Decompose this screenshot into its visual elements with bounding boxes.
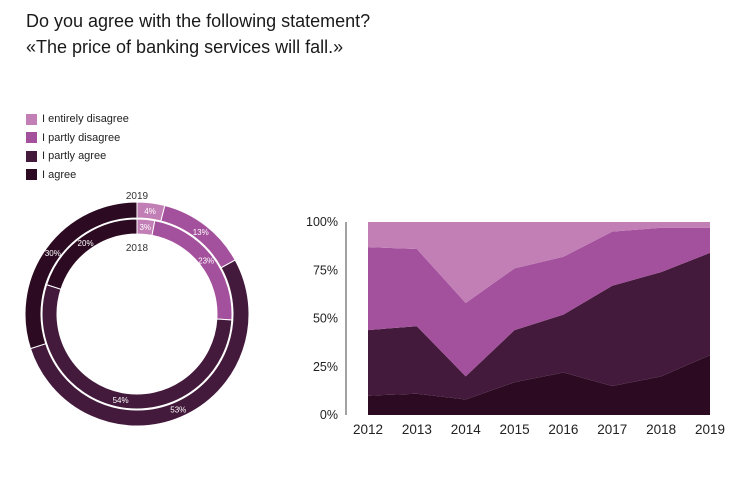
- chart-title: Do you agree with the following statemen…: [26, 8, 370, 60]
- x-tick-label-1: 2013: [402, 422, 432, 437]
- x-tick-label-4: 2016: [548, 422, 578, 437]
- donut-label-2018-2: 54%: [113, 396, 129, 405]
- y-tick-label-4: 100%: [306, 215, 338, 229]
- donut-label-2019-0: 4%: [144, 207, 156, 216]
- legend-label: I agree: [42, 168, 77, 181]
- donut-label-2018-0: 3%: [139, 223, 151, 232]
- legend: I entirely disagree I partly disagree I …: [26, 110, 129, 184]
- legend-swatch: [26, 113, 37, 125]
- legend-label: I entirely disagree: [42, 113, 129, 126]
- area-series-1: [368, 252, 710, 400]
- donut-chart: 4% 13% 53% 30% 3% 23% 54% 20% 2019 2018: [24, 191, 250, 427]
- x-tick-label-5: 2017: [597, 422, 627, 437]
- donut-label-2019-3: 30%: [45, 249, 61, 258]
- donut-label-2019-2: 53%: [170, 405, 186, 414]
- donut-ring-title-outer: 2019: [126, 191, 149, 202]
- legend-item-entirely-disagree: I entirely disagree: [26, 110, 129, 129]
- title-line-1: Do you agree with the following statemen…: [26, 11, 371, 31]
- legend-label: I partly agree: [42, 150, 107, 163]
- x-tick-label-2: 2014: [451, 422, 482, 437]
- x-tick-label-6: 2018: [646, 422, 676, 437]
- donut-ring-title-inner: 2018: [126, 243, 149, 254]
- y-tick-label-3: 75%: [313, 263, 338, 277]
- x-tick-label-7: 2019: [695, 422, 725, 437]
- area-chart: 0% 25% 50% 75% 100% 2012 2013 2014 2015 2016 2017 2…: [306, 215, 725, 437]
- legend-item-partly-agree: I partly agree: [26, 147, 129, 166]
- legend-item-partly-disagree: I partly disagree: [26, 129, 129, 148]
- x-tick-label-3: 2015: [500, 422, 530, 437]
- legend-swatch: [26, 150, 37, 162]
- legend-swatch: [26, 169, 37, 181]
- title-line-2: «The price of banking services will fall…: [26, 37, 344, 57]
- area-series-0: [368, 355, 710, 415]
- y-tick-label-0: 0%: [320, 408, 338, 422]
- legend-item-agree: I agree: [26, 166, 129, 185]
- donut-ring-separator: [40, 217, 234, 411]
- x-tick-label-0: 2012: [353, 422, 383, 437]
- donut-label-2018-1: 23%: [198, 256, 214, 265]
- y-tick-label-2: 50%: [313, 312, 338, 326]
- legend-swatch: [26, 132, 37, 144]
- donut-label-2018-3: 20%: [78, 239, 94, 248]
- donut-label-2019-1: 13%: [193, 228, 209, 237]
- area-series-3: [368, 222, 710, 304]
- legend-label: I partly disagree: [42, 131, 121, 144]
- area-series-2: [368, 227, 710, 377]
- y-tick-label-1: 25%: [313, 360, 338, 374]
